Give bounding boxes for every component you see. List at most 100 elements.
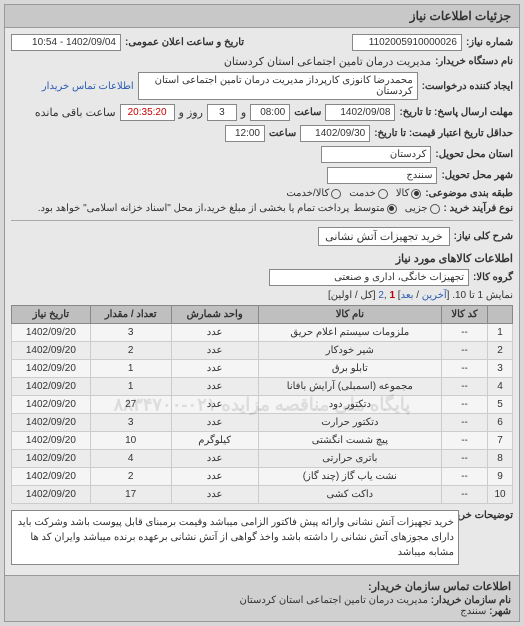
table-row[interactable]: 8--باتری حرارتیعدد41402/09/20: [12, 450, 513, 468]
table-cell: 7: [488, 432, 513, 450]
table-cell: 1402/09/20: [12, 450, 91, 468]
table-row[interactable]: 1--ملزومات سیستم اعلام حریقعدد31402/09/2…: [12, 324, 513, 342]
desc-label: توضیحات خریدار:: [463, 510, 513, 521]
table-row[interactable]: 5--دتکتور دودعدد271402/09/20: [12, 396, 513, 414]
remain-days: 3: [207, 104, 237, 121]
size-medium-option[interactable]: متوسط: [353, 203, 396, 214]
validity-time: 12:00: [225, 125, 265, 142]
row-size: نوع فرآیند خرید : جزیی متوسط پرداخت تمام…: [11, 203, 513, 214]
pager-next-link[interactable]: بعد: [401, 290, 414, 301]
radio-icon: [378, 189, 388, 199]
table-cell: 1: [488, 324, 513, 342]
table-row[interactable]: 2--شیر خودکارعدد21402/09/20: [12, 342, 513, 360]
items-section-title: اطلاعات کالاهای مورد نیاز: [11, 252, 513, 265]
table-cell: 1: [90, 378, 171, 396]
table-row[interactable]: 7--پیچ شست انگشتیکیلوگرم101402/09/20: [12, 432, 513, 450]
size-small-option[interactable]: جزیی: [405, 203, 440, 214]
size-small-label: جزیی: [405, 203, 428, 214]
org-value: مدیریت درمان تامین اجتماعی استان کردستان: [224, 55, 431, 68]
row-desc: توضیحات خریدار: خرید تجهیزات آتش نشانی و…: [11, 510, 513, 565]
table-cell: عدد: [171, 486, 258, 504]
pkg-service-option[interactable]: خدمت: [349, 188, 388, 199]
contact-link[interactable]: اطلاعات تماس خریدار: [42, 81, 134, 92]
row-validity: حداقل تاریخ اعتبار قیمت: تا تاریخ: 1402/…: [11, 125, 513, 142]
radio-icon: [387, 204, 397, 214]
table-cell: باتری حرارتی: [258, 450, 442, 468]
table-row[interactable]: 4--مجموعه (اسمبلی) آرایش بافاناعدد11402/…: [12, 378, 513, 396]
table-header-cell: کد کالا: [442, 306, 488, 324]
table-cell: نشت یاب گاز (چند گاز): [258, 468, 442, 486]
table-cell: --: [442, 396, 488, 414]
pkg-label: طبقه بندی موضوعی:: [425, 188, 513, 199]
table-header-cell: تعداد / مقدار: [90, 306, 171, 324]
table-row[interactable]: 9--نشت یاب گاز (چند گاز)عدد21402/09/20: [12, 468, 513, 486]
pager-sep1: /: [413, 290, 421, 301]
table-row[interactable]: 10--داکت کشیعدد171402/09/20: [12, 486, 513, 504]
table-cell: شیر خودکار: [258, 342, 442, 360]
table-cell: داکت کشی: [258, 486, 442, 504]
table-cell: 1402/09/20: [12, 432, 91, 450]
pager: نمایش 1 تا 10. [آخرین / بعد] 1 ,2 [کل / …: [11, 290, 513, 301]
items-table: کد کالانام کالاواحد شمارشتعداد / مقدارتا…: [11, 305, 513, 504]
table-cell: عدد: [171, 342, 258, 360]
deadline-date: 1402/09/08: [325, 104, 395, 121]
pkg-goods-option[interactable]: کالا: [396, 188, 422, 199]
footer: اطلاعات تماس سازمان خریدار: نام سازمان خ…: [5, 575, 519, 621]
footer-city-label: شهر:: [489, 606, 511, 617]
group-label: گروه کالا:: [473, 272, 513, 283]
pager-last-link[interactable]: آخرین: [422, 290, 447, 301]
table-cell: تابلو برق: [258, 360, 442, 378]
req-no-label: شماره نیاز:: [466, 37, 513, 48]
row-group: گروه کالا: تجهیزات خانگی، اداری و صنعتی: [11, 269, 513, 286]
table-cell: --: [442, 486, 488, 504]
table-cell: 1402/09/20: [12, 360, 91, 378]
table-cell: 10: [90, 432, 171, 450]
footer-org: مدیریت درمان تامین اجتماعی استان کردستان: [240, 595, 428, 606]
panel-body: شماره نیاز: 1102005910000026 تاریخ و ساع…: [5, 28, 519, 575]
table-cell: 5: [488, 396, 513, 414]
table-cell: 3: [90, 324, 171, 342]
remain-time-label: ساعت باقی مانده: [35, 106, 116, 119]
radio-icon: [430, 204, 440, 214]
table-cell: --: [442, 360, 488, 378]
table-cell: 2: [488, 342, 513, 360]
table-cell: 1: [90, 360, 171, 378]
pkg-radio-group: کالا خدمت کالا/خدمت: [286, 188, 421, 199]
row-need-title: شرح کلی نیاز: خرید تجهیزات آتش نشانی: [11, 227, 513, 246]
table-row[interactable]: 3--تابلو برقعدد11402/09/20: [12, 360, 513, 378]
table-cell: 3: [488, 360, 513, 378]
pkg-both-option[interactable]: کالا/خدمت: [286, 188, 341, 199]
table-cell: 27: [90, 396, 171, 414]
table-cell: --: [442, 378, 488, 396]
group-value: تجهیزات خانگی، اداری و صنعتی: [269, 269, 469, 286]
table-cell: --: [442, 414, 488, 432]
footer-title: اطلاعات تماس سازمان خریدار:: [13, 580, 511, 593]
table-cell: 2: [90, 342, 171, 360]
table-cell: 2: [90, 468, 171, 486]
table-header-cell: تاریخ نیاز: [12, 306, 91, 324]
table-cell: 9: [488, 468, 513, 486]
pkg-goods-label: کالا: [396, 188, 410, 199]
row-req-no: شماره نیاز: 1102005910000026 تاریخ و ساع…: [11, 34, 513, 51]
footer-org-row: نام سازمان خریدار: مدیریت درمان تامین اج…: [13, 595, 511, 606]
validity-date: 1402/09/30: [300, 125, 370, 142]
table-cell: عدد: [171, 396, 258, 414]
pkg-both-label: کالا/خدمت: [286, 188, 329, 199]
table-cell: دتکتور دود: [258, 396, 442, 414]
table-cell: --: [442, 432, 488, 450]
row-org: نام دستگاه خریدار: مدیریت درمان تامین اج…: [11, 55, 513, 68]
announce-value: 1402/09/04 - 10:54: [11, 34, 121, 51]
table-cell: 3: [90, 414, 171, 432]
table-cell: مجموعه (اسمبلی) آرایش بافانا: [258, 378, 442, 396]
table-header-cell: نام کالا: [258, 306, 442, 324]
req-no-value: 1102005910000026: [352, 34, 462, 51]
table-cell: عدد: [171, 324, 258, 342]
table-cell: --: [442, 450, 488, 468]
table-row[interactable]: 6--دتکتور حرارتعدد31402/09/20: [12, 414, 513, 432]
city-label: شهر محل تحویل:: [441, 170, 513, 181]
pager-pre: نمایش 1 تا 10. [: [447, 290, 513, 301]
remain-sep: و: [241, 106, 246, 119]
table-header-cell: [488, 306, 513, 324]
table-cell: 4: [90, 450, 171, 468]
table-cell: ملزومات سیستم اعلام حریق: [258, 324, 442, 342]
